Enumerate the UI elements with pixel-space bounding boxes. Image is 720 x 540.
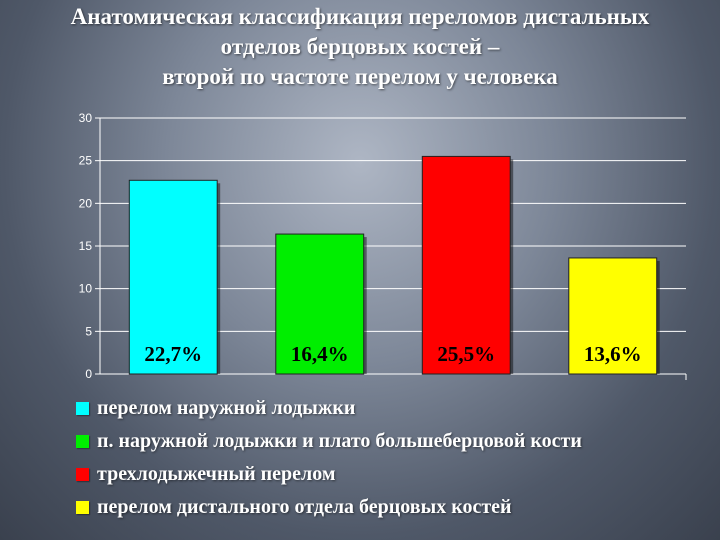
bar-data-label: 22,7%	[144, 342, 202, 366]
legend-label: перелом дистального отдела берцовых кост…	[97, 496, 512, 518]
bar-data-label: 25,5%	[437, 342, 495, 366]
legend-label: п. наружной лодыжки и плато большеберцов…	[97, 430, 582, 452]
legend-label: трехлодыжечный перелом	[97, 463, 336, 485]
legend-item: перелом наружной лодыжки	[76, 392, 716, 425]
bar-chart: 0 5 10 15 20 25 30 22,7% 16,4% 25,5% 13,6%	[79, 111, 660, 381]
bar-data-label: 16,4%	[291, 342, 349, 366]
legend-item: п. наружной лодыжки и плато большеберцов…	[76, 425, 716, 458]
legend-label: перелом наружной лодыжки	[97, 397, 356, 419]
legend-swatch	[76, 468, 89, 481]
y-tick-label: 25	[79, 154, 93, 168]
legend-swatch	[76, 435, 89, 448]
legend-item: перелом дистального отдела берцовых кост…	[76, 491, 716, 524]
bar	[128, 179, 218, 375]
y-tick-label: 15	[79, 239, 93, 253]
legend-swatch	[76, 402, 89, 415]
slide-title-line-1: Анатомическая классификация переломов ди…	[70, 4, 650, 29]
y-tick-label: 30	[79, 111, 93, 125]
bar	[421, 155, 511, 375]
slide-title-line-2: отделов берцовых костей –	[220, 34, 500, 59]
y-tick-label: 20	[79, 196, 93, 210]
bar	[275, 233, 365, 375]
slide-title: Анатомическая классификация переломов ди…	[0, 2, 720, 92]
bar	[568, 257, 658, 375]
legend-swatch	[76, 501, 89, 514]
y-tick-label: 0	[85, 367, 92, 381]
bar-data-label: 13,6%	[584, 342, 642, 366]
legend-item: трехлодыжечный перелом	[76, 458, 716, 491]
chart-legend: перелом наружной лодыжки п. наружной лод…	[76, 392, 716, 524]
y-tick-label: 5	[85, 324, 92, 338]
y-tick-label: 10	[79, 282, 93, 296]
slide-title-line-3: второй по частоте перелом у человека	[162, 64, 558, 89]
